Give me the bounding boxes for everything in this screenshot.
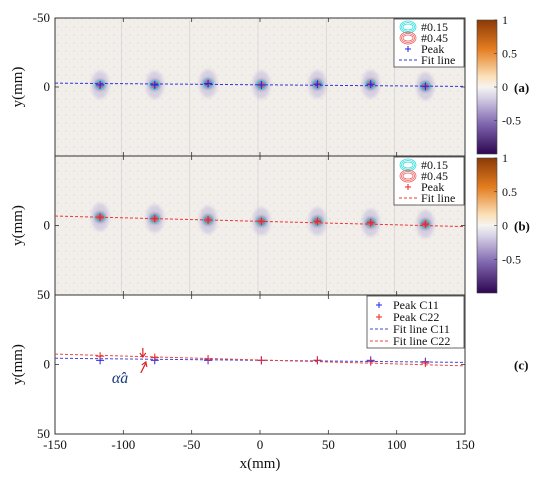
- panel-c-peak-marker: [313, 356, 322, 365]
- legend-contour-015-icon: [402, 23, 414, 31]
- legend-contour-045-icon: [399, 31, 417, 45]
- legend-contour-045-icon: [402, 34, 414, 42]
- panel-c-y-tick-label: 0: [44, 357, 51, 372]
- annotation-alpha-label: α̂a: [112, 370, 128, 387]
- panel-c-legend-label: Fit line C11: [393, 322, 450, 336]
- panel-a-colorbar-label: 0: [502, 80, 508, 94]
- panel-a-peak-marker: [96, 80, 105, 89]
- panel-b-tag: (b): [514, 219, 530, 234]
- annotation-arrow-up-head: [141, 360, 148, 368]
- panel-a-y-tick-label: 0: [44, 79, 51, 94]
- x-tick-label: 50: [322, 437, 335, 452]
- panel-c-peak-marker: [421, 359, 430, 368]
- panel-c-legend-box: [366, 295, 465, 349]
- annotation-arrow-up: [140, 362, 147, 374]
- panel-c-legend-label: Fit line C22: [393, 334, 450, 348]
- panel-a-legend-box: [393, 18, 465, 68]
- panel-a-colorbar-label: 1: [502, 13, 508, 27]
- panel-b-legend-label: #0.45: [421, 169, 448, 183]
- legend-contour-045-icon: [399, 169, 417, 183]
- x-tick-label: 150: [455, 437, 475, 452]
- panel-a-peak-marker: [150, 80, 159, 89]
- legend-contour-045-icon: [402, 172, 414, 180]
- panel-a-legend-label: #0.15: [421, 20, 448, 34]
- panel-b-peak-marker: [313, 217, 322, 226]
- legend-contour-015-icon: [401, 22, 415, 32]
- panel-a-peak-marker: [313, 80, 322, 89]
- panel-c-ylabel: y(mm): [10, 344, 26, 385]
- panel-b-fit-line-1: [54, 215, 466, 228]
- panel-b-colorbar-label: 0.5: [502, 185, 517, 199]
- panel-b-legend-label: Peak: [421, 180, 444, 194]
- legend-contour-015-icon: [399, 158, 417, 172]
- x-tick-label: 0: [257, 437, 264, 452]
- panel-a-legend-label: Fit line: [421, 53, 455, 67]
- panel-c-tag: (c): [514, 358, 528, 373]
- panel-a-colorbar-label: 0.5: [502, 47, 517, 61]
- annotation-arrow-down-head: [139, 352, 147, 358]
- panel-b-colorbar-label: 0: [502, 219, 508, 233]
- panel-a-colorbar-label: -0.5: [502, 114, 521, 128]
- panel-b-colorbar-label: 1: [502, 151, 508, 165]
- panel-a-tag: (a): [514, 80, 529, 95]
- legend-contour-015-icon: [402, 161, 414, 169]
- panel-b-colorbar-label: -0.5: [502, 252, 521, 266]
- panel-b-legend-box: [393, 156, 465, 206]
- panel-c-legend-label: Peak C22: [393, 310, 439, 324]
- panel-c-y-tick-label: 50: [37, 426, 50, 441]
- legend-contour-045-icon: [401, 33, 415, 43]
- panel-b-y-tick-label: 50: [37, 287, 50, 302]
- legend-contour-045-icon: [401, 171, 415, 181]
- panel-a-ylabel: y(mm): [10, 67, 26, 108]
- panel-b-legend-label: #0.15: [421, 158, 448, 172]
- panel-a-peak-marker: [204, 79, 213, 88]
- panel-a-legend-label: Peak: [421, 42, 444, 56]
- x-axis-label: x(mm): [240, 456, 281, 472]
- panel-b-ylabel: y(mm): [10, 205, 26, 246]
- x-tick-label: -50: [183, 437, 200, 452]
- panel-c-fit-line-3: [54, 353, 466, 367]
- panel-a-peak-marker: [366, 80, 375, 89]
- legend-contour-015-icon: [401, 160, 415, 170]
- panel-b-y-tick-label: 0: [44, 218, 51, 233]
- panel-b-peak-marker: [366, 218, 375, 227]
- panel-a-legend-label: #0.45: [421, 31, 448, 45]
- panel-c-legend-label: Peak C11: [393, 298, 439, 312]
- panel-a-fit-line-1: [54, 82, 466, 87]
- x-tick-label: -100: [111, 437, 135, 452]
- x-tick-label: 100: [387, 437, 407, 452]
- panel-b-legend-label: Fit line: [421, 191, 455, 205]
- x-tick-label: -150: [43, 437, 67, 452]
- legend-contour-015-icon: [399, 20, 417, 34]
- panel-a-y-tick-label: -50: [33, 10, 50, 25]
- panel-b-peak-marker: [421, 220, 430, 229]
- panel-c-peak-marker: [150, 353, 159, 362]
